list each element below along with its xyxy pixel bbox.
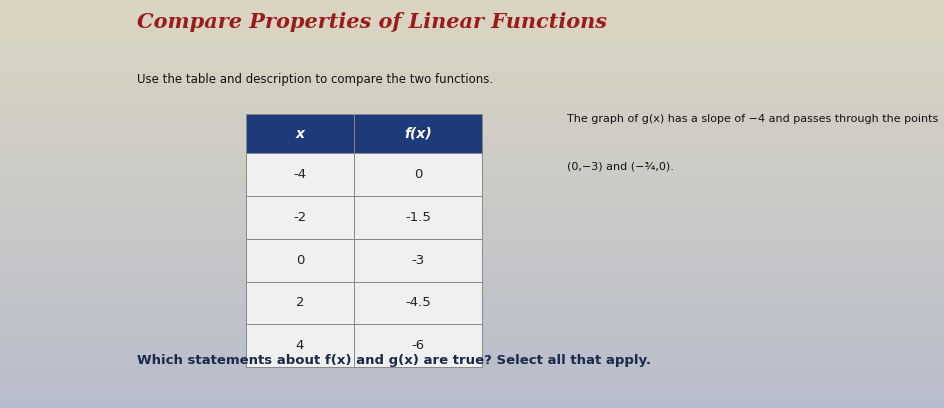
Text: Compare Properties of Linear Functions: Compare Properties of Linear Functions bbox=[137, 12, 606, 32]
FancyBboxPatch shape bbox=[354, 324, 481, 367]
FancyBboxPatch shape bbox=[354, 282, 481, 324]
FancyBboxPatch shape bbox=[245, 153, 354, 196]
Text: -4: -4 bbox=[294, 168, 306, 181]
Text: f(x): f(x) bbox=[404, 126, 431, 141]
FancyBboxPatch shape bbox=[354, 196, 481, 239]
FancyBboxPatch shape bbox=[354, 114, 481, 153]
Text: 2: 2 bbox=[295, 297, 304, 309]
FancyBboxPatch shape bbox=[245, 282, 354, 324]
FancyBboxPatch shape bbox=[245, 196, 354, 239]
Text: 0: 0 bbox=[413, 168, 422, 181]
Text: -3: -3 bbox=[411, 254, 425, 266]
FancyBboxPatch shape bbox=[245, 114, 354, 153]
Text: -4.5: -4.5 bbox=[405, 297, 430, 309]
FancyBboxPatch shape bbox=[354, 153, 481, 196]
Text: -6: -6 bbox=[412, 339, 424, 352]
Text: (0,−3) and (−¾,0).: (0,−3) and (−¾,0). bbox=[566, 161, 673, 171]
Text: -2: -2 bbox=[293, 211, 307, 224]
Text: 4: 4 bbox=[295, 339, 304, 352]
FancyBboxPatch shape bbox=[245, 324, 354, 367]
Text: -1.5: -1.5 bbox=[405, 211, 430, 224]
Text: Which statements about f(x) and g(x) are true? Select all that apply.: Which statements about f(x) and g(x) are… bbox=[137, 354, 650, 367]
Text: The graph of g(x) has a slope of −4 and passes through the points: The graph of g(x) has a slope of −4 and … bbox=[566, 114, 937, 124]
FancyBboxPatch shape bbox=[354, 239, 481, 282]
Text: 0: 0 bbox=[295, 254, 304, 266]
Text: x: x bbox=[295, 126, 304, 141]
FancyBboxPatch shape bbox=[245, 239, 354, 282]
Text: Use the table and description to compare the two functions.: Use the table and description to compare… bbox=[137, 73, 493, 86]
